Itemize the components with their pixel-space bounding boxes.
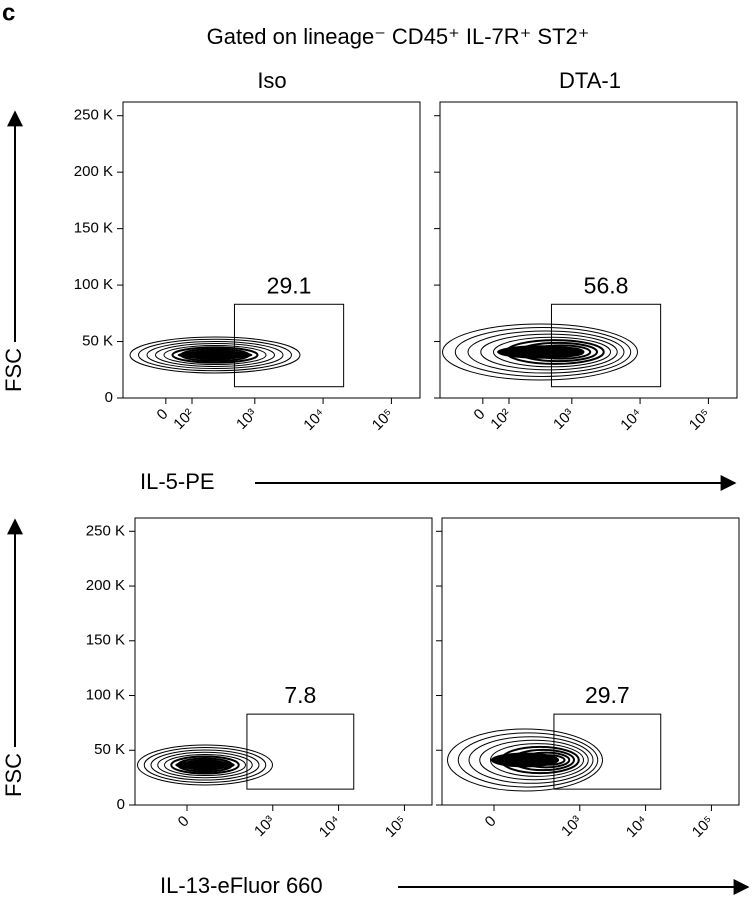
contour-core [490, 752, 560, 768]
y-tick-label: 100 K [74, 276, 113, 293]
contour [150, 749, 260, 781]
contour [155, 343, 275, 367]
contour [479, 739, 589, 781]
contour [143, 747, 267, 783]
x-tick-label: 0 [175, 813, 193, 831]
y-tick-label: 150 K [86, 632, 125, 649]
x-tick-label: 10⁵ [382, 813, 410, 841]
x-tick-label: 10³ [550, 406, 577, 433]
x-tick-label: 10⁵ [689, 813, 717, 841]
contour [454, 327, 632, 377]
contour [447, 728, 603, 792]
plot-frame [122, 101, 421, 399]
x-tick-label: 10⁴ [316, 813, 344, 841]
panel-label: c [2, 0, 15, 26]
x-tick-label: 10⁵ [369, 406, 397, 434]
y-tick-label: 250 K [86, 522, 125, 539]
x-tick-label: 10⁴ [617, 406, 645, 434]
contour [164, 753, 246, 777]
y-axis-label: FSC [1, 753, 26, 797]
y-tick-label: 50 K [82, 333, 113, 350]
contour [137, 744, 273, 786]
y-tick-label: 250 K [74, 107, 113, 124]
y-tick-label: 150 K [74, 220, 113, 237]
contour [157, 751, 253, 779]
plot-frame [439, 101, 738, 399]
contour [138, 338, 292, 372]
figure-title: Gated on lineage⁻ CD45⁺ IL-7R⁺ ST2⁺ [207, 24, 590, 49]
x-tick-label: 0 [482, 813, 500, 831]
contour-core [497, 345, 583, 359]
x-axis-label: IL-13-eFluor 660 [160, 873, 323, 898]
gate [246, 713, 355, 790]
gate-percent: 29.7 [585, 682, 630, 708]
gate [233, 303, 345, 388]
contour [171, 346, 259, 364]
column-label: DTA-1 [559, 68, 621, 93]
x-tick-label: 10² [487, 406, 514, 433]
contour [493, 336, 611, 368]
x-tick-label: 0 [154, 406, 172, 424]
x-axis-label: IL-5-PE [140, 469, 215, 494]
contour [129, 336, 301, 374]
contour [467, 330, 625, 374]
y-tick-label: 200 K [74, 163, 113, 180]
y-axis-label: FSC [1, 348, 26, 392]
x-tick-label: 10³ [558, 813, 585, 840]
column-label: Iso [257, 68, 286, 93]
gate [553, 713, 662, 790]
contour [146, 340, 284, 370]
y-tick-label: 50 K [94, 741, 125, 758]
x-tick-label: 0 [471, 406, 489, 424]
contour [490, 743, 584, 777]
y-tick-label: 0 [105, 389, 113, 406]
contour [468, 736, 594, 784]
gate [550, 303, 662, 388]
contour [480, 333, 618, 371]
x-tick-label: 10⁴ [623, 813, 651, 841]
contour [457, 732, 599, 788]
contour-core [175, 760, 235, 770]
contour [170, 755, 240, 775]
y-tick-label: 0 [117, 796, 125, 813]
x-tick-label: 10² [170, 406, 197, 433]
y-tick-label: 100 K [86, 686, 125, 703]
contour-core [177, 350, 253, 360]
plot-frame [441, 517, 740, 806]
gate-percent: 56.8 [584, 272, 629, 298]
contour [442, 323, 638, 381]
plot-frame [134, 517, 433, 806]
x-tick-label: 10⁴ [300, 406, 328, 434]
x-tick-label: 10³ [233, 406, 260, 433]
y-tick-label: 200 K [86, 577, 125, 594]
x-tick-label: 10³ [251, 813, 278, 840]
gate-percent: 7.8 [284, 682, 316, 708]
x-tick-label: 10⁵ [686, 406, 714, 434]
contour [163, 344, 267, 366]
gate-percent: 29.1 [267, 272, 312, 298]
